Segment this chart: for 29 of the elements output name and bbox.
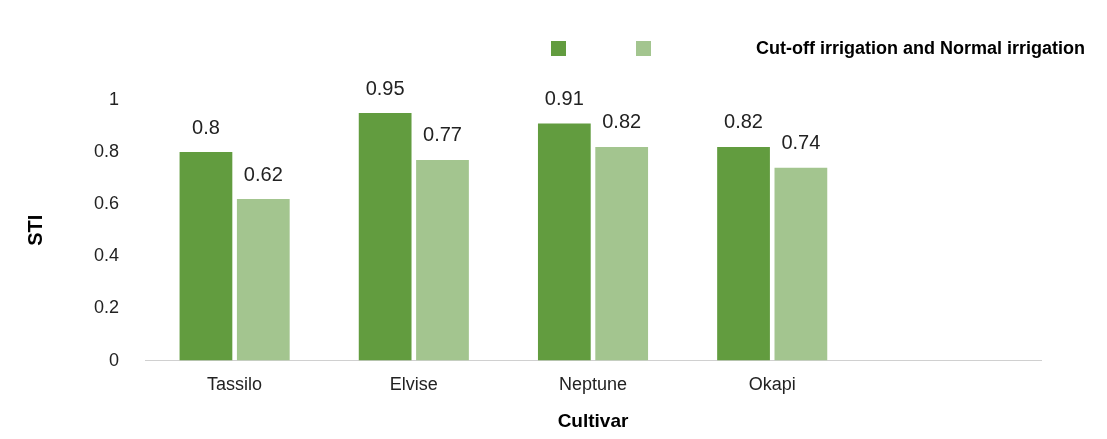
x-tick-label: Tassilo — [207, 374, 263, 395]
y-tick-label: 0.6 — [93, 193, 120, 214]
data-label: 0.95 — [365, 76, 405, 99]
bar — [774, 167, 828, 361]
data-label: 0.82 — [602, 110, 642, 133]
x-tick-label: Okapi — [748, 374, 796, 395]
y-tick-label: 1 — [109, 88, 120, 109]
data-label: 0.8 — [192, 115, 220, 138]
data-label: 0.82 — [724, 110, 763, 133]
x-tick-label: Neptune — [558, 374, 628, 395]
bar — [416, 159, 469, 361]
y-tick-label: 0.2 — [93, 297, 120, 318]
legend-title: Cut-off irrigation and Normal irrigation — [756, 38, 1085, 59]
data-label: 0.62 — [243, 162, 283, 185]
bar — [717, 146, 770, 361]
bar — [358, 113, 412, 361]
x-axis-title: Cultivar — [557, 409, 629, 431]
y-tick-label: 0 — [109, 349, 120, 370]
bar — [595, 146, 649, 361]
bar — [179, 152, 233, 361]
y-tick-label: 0.4 — [93, 245, 120, 266]
x-tick-label: Elvise — [389, 374, 438, 395]
data-label: 0.74 — [781, 131, 821, 154]
data-label: 0.91 — [544, 86, 584, 109]
y-axis-title: STI — [23, 214, 46, 246]
bar — [537, 123, 591, 361]
bar — [236, 199, 290, 361]
y-tick-label: 0.8 — [93, 141, 120, 162]
data-label: 0.77 — [423, 123, 462, 146]
